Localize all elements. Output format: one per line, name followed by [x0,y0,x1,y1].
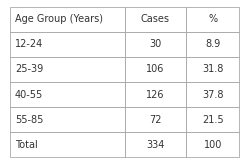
Text: 25-39: 25-39 [15,64,43,74]
Bar [10,7,124,32]
Text: 334: 334 [146,140,165,150]
Bar [10,57,124,82]
Text: 106: 106 [146,64,165,74]
Bar [10,82,124,107]
Text: 55-85: 55-85 [15,115,43,125]
Bar [186,82,239,107]
Text: %: % [208,14,217,24]
Text: 30: 30 [149,39,162,49]
Bar [186,32,239,57]
Text: 100: 100 [203,140,222,150]
Bar [124,7,186,32]
Bar [10,132,124,157]
Text: 21.5: 21.5 [202,115,224,125]
Text: 72: 72 [149,115,162,125]
Bar [124,82,186,107]
Bar [10,107,124,132]
Bar [10,32,124,57]
Bar [124,57,186,82]
Text: 31.8: 31.8 [202,64,223,74]
Text: Age Group (Years): Age Group (Years) [15,14,103,24]
Bar [186,57,239,82]
Text: 40-55: 40-55 [15,90,43,100]
Bar [186,132,239,157]
Text: 126: 126 [146,90,165,100]
Text: 8.9: 8.9 [205,39,220,49]
Bar [186,107,239,132]
Text: 37.8: 37.8 [202,90,223,100]
Text: Total: Total [15,140,38,150]
Text: 12-24: 12-24 [15,39,43,49]
Bar [186,7,239,32]
Bar [124,132,186,157]
Text: Cases: Cases [141,14,170,24]
Bar [124,107,186,132]
Bar [124,32,186,57]
